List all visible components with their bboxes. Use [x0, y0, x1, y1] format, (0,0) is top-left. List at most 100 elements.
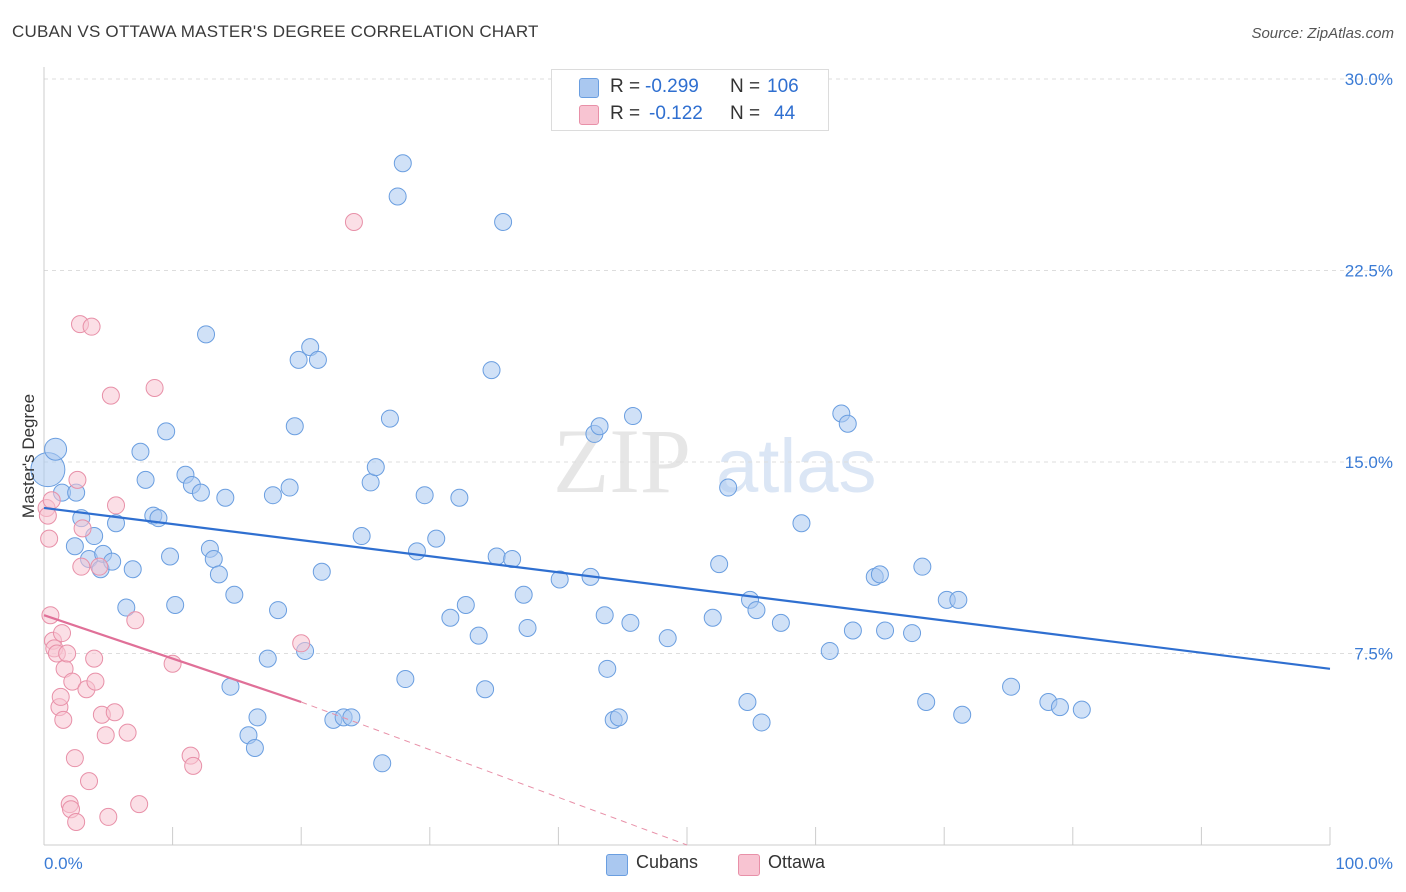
point-ottawa — [40, 529, 59, 548]
y-tick-label: 15.0% — [1345, 453, 1393, 472]
series-cubans — [30, 154, 1091, 773]
point-cubans — [719, 478, 738, 497]
point-cubans — [903, 624, 922, 643]
point-ottawa — [58, 644, 77, 663]
point-cubans — [917, 693, 936, 712]
point-ottawa — [42, 491, 61, 510]
point-cubans — [738, 693, 757, 712]
point-cubans — [225, 585, 244, 604]
point-cubans — [380, 409, 399, 428]
point-cubans — [136, 470, 155, 489]
point-cubans — [388, 187, 407, 206]
trend-line-cubans — [43, 506, 1331, 670]
point-ottawa — [126, 611, 145, 630]
bottom-legend-label-ottawa: Ottawa — [768, 852, 826, 872]
point-ottawa — [65, 749, 84, 768]
point-cubans — [843, 621, 862, 640]
point-cubans — [161, 547, 180, 566]
point-ottawa — [51, 687, 70, 706]
point-ottawa — [96, 726, 115, 745]
point-ottawa — [90, 557, 109, 576]
point-cubans — [263, 486, 282, 505]
point-cubans — [1050, 698, 1069, 717]
point-ottawa — [107, 496, 126, 515]
point-ottawa — [105, 703, 124, 722]
point-cubans — [209, 565, 228, 584]
point-ottawa — [85, 649, 104, 668]
watermark-zip: ZIP — [553, 410, 691, 512]
point-cubans — [595, 606, 614, 625]
point-cubans — [752, 713, 771, 732]
point-cubans — [747, 601, 766, 620]
x-tick-label: 100.0% — [1335, 854, 1393, 873]
trend-line-ottawa — [43, 614, 302, 704]
point-cubans — [590, 417, 609, 436]
point-cubans — [396, 670, 415, 689]
legend-r-value: -0.122 — [649, 103, 703, 124]
point-cubans — [623, 407, 642, 426]
point-cubans — [280, 478, 299, 497]
legend-r-label: R = — [610, 103, 641, 124]
point-cubans — [870, 565, 889, 584]
point-cubans — [248, 708, 267, 727]
legend-n-value: 106 — [767, 76, 799, 97]
legend-r-label: R = — [610, 76, 641, 97]
point-ottawa — [63, 672, 82, 691]
y-tick-label: 30.0% — [1345, 70, 1393, 89]
point-ottawa — [82, 317, 101, 336]
legend-r-value: -0.299 — [645, 76, 699, 97]
source-label: Source: ZipAtlas.com — [1251, 25, 1394, 42]
legend-row-cubans: R = -0.299 N = 106 — [552, 74, 828, 100]
point-cubans — [949, 590, 968, 609]
point-cubans — [838, 414, 857, 433]
point-cubans — [953, 705, 972, 724]
point-cubans — [393, 154, 412, 173]
point-cubans — [450, 488, 469, 507]
point-cubans — [285, 417, 304, 436]
series-ottawa — [37, 212, 363, 832]
bottom-legend-label-cubans: Cubans — [636, 852, 699, 872]
point-cubans — [609, 708, 628, 727]
point-cubans — [820, 641, 839, 660]
point-ottawa — [80, 772, 99, 791]
point-ottawa — [130, 795, 149, 814]
point-cubans — [107, 514, 126, 533]
point-cubans — [352, 527, 371, 546]
point-cubans — [308, 350, 327, 369]
legend-row-ottawa: R = -0.122 N = 44 — [552, 101, 828, 127]
legend-swatch-ottawa — [579, 105, 599, 125]
point-ottawa — [118, 723, 137, 742]
y-tick-label: 22.5% — [1345, 262, 1393, 281]
point-cubans — [494, 212, 513, 231]
point-ottawa — [68, 470, 87, 489]
point-ottawa — [145, 378, 164, 397]
x-tick-label: 0.0% — [44, 854, 83, 873]
point-cubans — [366, 458, 385, 477]
point-cubans — [44, 437, 68, 461]
point-cubans — [258, 649, 277, 668]
legend: R = -0.299 N = 106 R = -0.122 N = 44 — [551, 69, 829, 131]
legend-n-value: 44 — [774, 103, 796, 124]
point-cubans — [166, 595, 185, 614]
point-cubans — [312, 562, 331, 581]
point-cubans — [514, 585, 533, 604]
point-cubans — [427, 529, 446, 548]
bottom-legend-swatch-cubans — [606, 854, 628, 876]
point-cubans — [1002, 677, 1021, 696]
chart-title: CUBAN VS OTTAWA MASTER'S DEGREE CORRELAT… — [12, 22, 539, 41]
point-cubans — [876, 621, 895, 640]
point-cubans — [518, 618, 537, 637]
point-cubans — [487, 547, 506, 566]
point-ottawa — [101, 386, 120, 405]
point-cubans — [361, 473, 380, 492]
point-cubans — [373, 754, 392, 773]
point-ottawa — [54, 710, 73, 729]
point-cubans — [1072, 700, 1091, 719]
point-cubans — [469, 626, 488, 645]
point-cubans — [456, 595, 475, 614]
point-ottawa — [99, 807, 118, 826]
point-cubans — [245, 738, 264, 757]
point-ottawa — [184, 756, 203, 775]
point-cubans — [710, 555, 729, 574]
